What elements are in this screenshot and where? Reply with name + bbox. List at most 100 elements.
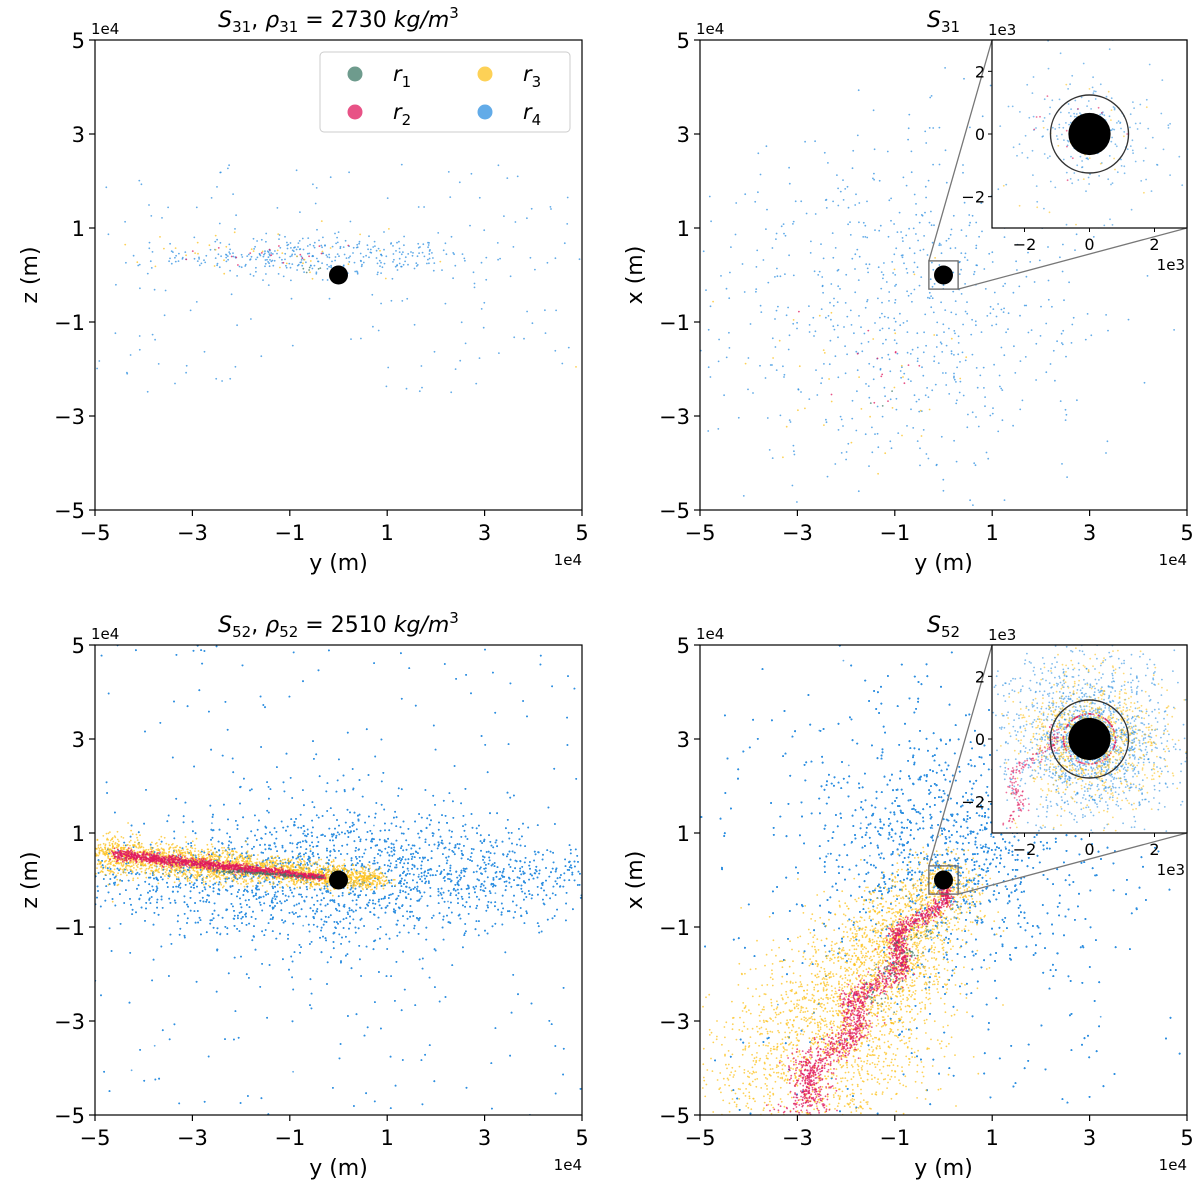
point-r4 [460,321,463,324]
point-r4 [918,221,921,224]
inset-point-r4 [1074,99,1077,102]
point-r4 [228,164,231,167]
point-r3 [214,248,217,251]
point-r4 [140,183,143,186]
point-r4 [398,247,401,250]
inset-point-r2 [1033,128,1036,131]
point-r4 [864,224,867,227]
point-r4 [845,451,848,453]
point-r4 [966,259,969,261]
inset-point-r4 [1134,160,1137,163]
point-r4 [1013,345,1015,348]
point-r4 [989,84,992,87]
point-r4 [878,229,881,232]
point-r4 [328,265,330,268]
point-r4 [970,333,973,336]
zoom-box [928,260,959,290]
inset-point-r2 [1077,108,1079,110]
point-r4 [808,324,811,326]
point-r4 [965,235,968,237]
inset-point-r4 [1005,183,1008,186]
central-body [934,265,953,285]
point-r4 [845,458,847,461]
inset-point-r4 [1035,185,1038,188]
point-r4 [349,220,352,223]
point-r4 [1061,463,1063,465]
point-r4 [298,248,301,251]
inset-point-r4 [1049,106,1051,109]
point-r4 [256,256,259,259]
point-r3 [893,268,896,271]
inset-point-r4 [1094,90,1097,93]
point-r4 [889,398,892,401]
point-r4 [792,322,795,325]
point-r4 [277,273,280,275]
point-r4 [334,259,336,262]
point-r4 [268,262,270,265]
point-r4 [1007,328,1009,330]
point-r4 [503,215,505,218]
inset-point-r4 [1046,157,1049,159]
inset-point-r4 [1024,134,1027,137]
point-r4 [872,177,874,180]
point-r4 [218,222,221,225]
point-r4 [938,242,941,245]
point-r4 [356,272,359,275]
point-r4 [880,271,883,273]
point-r4 [361,263,363,266]
point-r4 [964,359,967,362]
point-r4 [845,273,848,276]
point-r4 [757,152,760,155]
point-r4 [953,375,955,378]
point-r4 [902,176,905,179]
point-r4 [1019,314,1021,317]
point-r4 [899,370,902,372]
point-r4 [291,253,294,256]
inset-point-r4 [1105,95,1108,98]
point-r4 [526,310,528,313]
point-r4 [342,264,345,267]
inset-point-r4 [1068,123,1070,126]
point-r4 [238,265,241,268]
point-r4 [301,264,304,267]
point-r4 [403,244,405,247]
point-r4 [324,244,326,247]
point-r4 [394,265,397,268]
point-r4 [718,338,720,341]
inset-point-r4 [1167,124,1170,127]
inset-x-tick-label: 2 [1149,235,1159,254]
point-r4 [330,266,332,269]
point-r4 [895,283,897,286]
point-r4 [198,256,200,259]
point-r4 [840,452,843,454]
point-r4 [1049,363,1052,365]
point-r4 [776,267,778,270]
point-r3 [252,250,255,253]
point-r4 [895,247,898,250]
point-r4 [368,235,370,238]
point-r4 [992,407,994,409]
point-r4 [935,463,938,466]
inset-point-r4 [1132,152,1134,155]
inset-point-r4 [1043,207,1045,210]
point-r2 [894,351,897,353]
point-r3 [792,319,795,321]
series-r3 [124,220,577,368]
point-r4 [383,231,385,233]
point-r4 [865,383,867,385]
point-r4 [796,327,798,330]
point-r4 [421,251,424,254]
point-r4 [756,249,759,252]
inset-point-r4 [1088,183,1090,185]
inset-point-r4 [1085,190,1087,193]
point-r4 [871,451,874,454]
point-r4 [161,217,163,219]
point-r4 [928,297,931,300]
point-r4 [178,252,180,255]
series-r3 [712,257,968,475]
point-r4 [889,440,892,443]
inset-point-r4 [1073,172,1076,174]
axes-frame [699,39,1188,511]
inset-point-r4 [1169,174,1171,177]
point-r4 [292,1070,294,1073]
